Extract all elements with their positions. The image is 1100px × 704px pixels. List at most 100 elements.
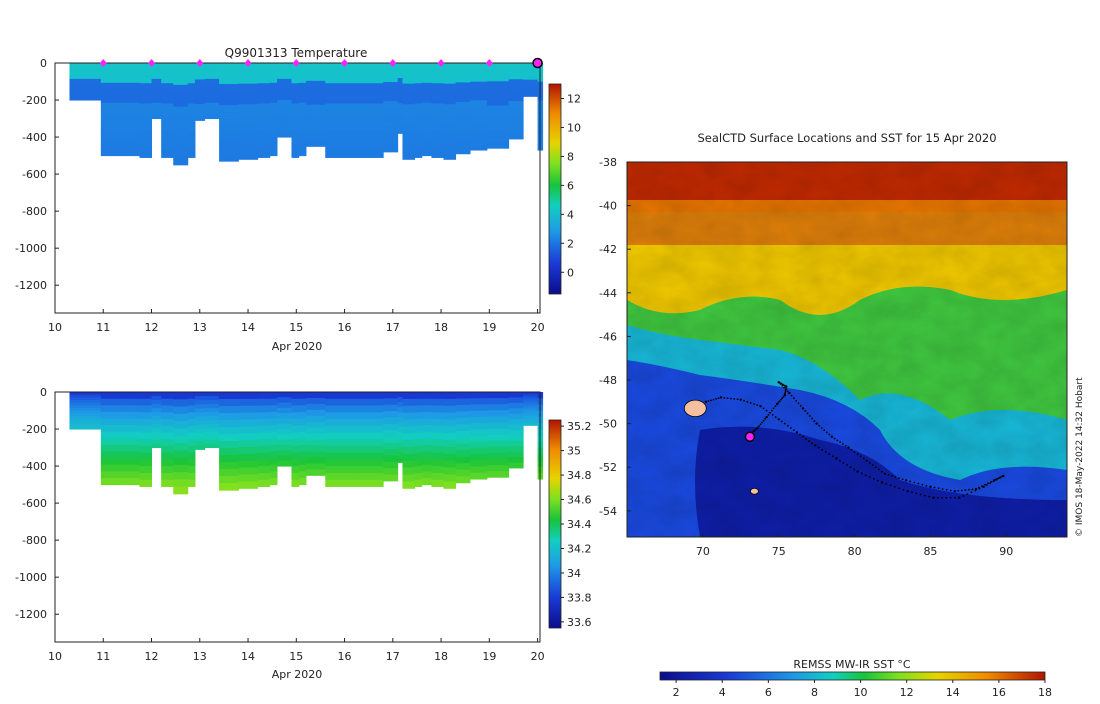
sst-field	[627, 162, 1067, 537]
section-cell	[359, 103, 384, 111]
track-point	[778, 400, 781, 402]
section-cell	[414, 425, 423, 433]
section-cell	[397, 427, 403, 433]
section-cell	[298, 431, 307, 439]
section-cell	[219, 126, 239, 134]
y-tick-label: -600	[22, 168, 47, 181]
section-cell	[100, 129, 124, 137]
section-cell	[298, 148, 307, 157]
section-cell	[238, 433, 259, 441]
track-point	[821, 448, 824, 451]
section-cell	[69, 78, 102, 83]
section-cell	[139, 137, 153, 145]
track-point	[776, 402, 779, 406]
section-cell	[383, 75, 399, 83]
section-cell	[238, 83, 259, 92]
section-cell	[219, 392, 239, 400]
surface-marker	[196, 59, 204, 67]
section-cell	[219, 455, 239, 463]
track-point	[762, 407, 765, 410]
section-cell	[269, 458, 278, 466]
track-point	[974, 489, 977, 492]
track-point	[982, 485, 985, 489]
track-point	[971, 488, 974, 491]
section-cell	[269, 96, 278, 104]
track-point	[911, 491, 913, 494]
section-cell	[122, 89, 140, 97]
section-cell	[269, 109, 278, 117]
section-cell	[421, 102, 432, 110]
section-cell	[298, 425, 307, 433]
section-cell	[523, 401, 539, 405]
section-cell	[219, 112, 239, 120]
section-cell	[455, 127, 471, 135]
x-tick-label: 14	[241, 650, 255, 663]
x-tick-label: 13	[193, 321, 207, 334]
section-cell	[194, 408, 206, 414]
track-point	[828, 433, 831, 436]
section-cell	[359, 439, 384, 447]
section-cell	[194, 433, 206, 438]
section-cell	[443, 453, 457, 462]
section-cell	[414, 89, 423, 98]
track-point	[957, 489, 960, 492]
track-point	[898, 477, 900, 480]
section-cell	[173, 92, 189, 100]
section-cell	[421, 477, 432, 486]
track-point	[967, 488, 970, 491]
section-cell	[421, 96, 432, 104]
section-cell	[455, 140, 471, 148]
section-cell	[325, 439, 360, 447]
section-cell	[238, 412, 259, 421]
section-cell	[238, 447, 259, 455]
section-cell	[455, 95, 471, 103]
section-cell	[269, 451, 278, 459]
section-cell	[100, 392, 124, 400]
track-point	[846, 464, 848, 466]
x-tick-label: 19	[482, 321, 496, 334]
section-cell	[173, 392, 189, 400]
section-cell	[100, 444, 124, 453]
section-cell	[276, 455, 292, 462]
section-cell	[431, 69, 444, 77]
section-cell	[486, 440, 510, 448]
track-point	[823, 429, 826, 432]
section-cell	[508, 128, 524, 135]
section-cell	[455, 417, 471, 425]
section-cell	[421, 142, 432, 150]
section-cell	[194, 392, 206, 397]
section-cell	[219, 420, 239, 428]
salinity-panel: 0 -200 -400 -600 -800 -1000 -1200 10 11 12 13 14 15…	[15, 386, 591, 681]
track-point	[853, 468, 855, 471]
track-point	[901, 478, 904, 481]
section-cell	[276, 105, 292, 112]
section-cell	[402, 145, 416, 153]
section-cell	[139, 398, 153, 406]
section-cell	[276, 100, 292, 106]
track-point	[932, 496, 935, 499]
track-point	[953, 490, 956, 493]
track-point	[984, 483, 986, 486]
section-cell	[486, 398, 510, 405]
section-cell	[122, 451, 140, 459]
section-cell	[383, 436, 399, 444]
section-cell	[298, 464, 307, 472]
track-point	[782, 395, 785, 398]
section-cell	[383, 145, 399, 153]
section-cell	[359, 96, 384, 104]
section-cell	[397, 447, 403, 453]
track-point	[781, 397, 784, 400]
section-cell	[383, 113, 399, 121]
section-cell	[276, 392, 292, 398]
section-cell	[173, 406, 189, 415]
section-cell	[187, 130, 196, 138]
section-cell	[219, 98, 239, 106]
section-cell	[443, 405, 457, 414]
section-cell	[443, 460, 457, 469]
section-cell	[397, 98, 403, 104]
section-cell	[325, 96, 360, 104]
section-cell	[238, 90, 259, 98]
map-colorbar-label: REMSS MW-IR SST °C	[793, 658, 911, 671]
section-cell	[470, 81, 488, 89]
colorbar-tick-label: 6	[567, 179, 574, 192]
